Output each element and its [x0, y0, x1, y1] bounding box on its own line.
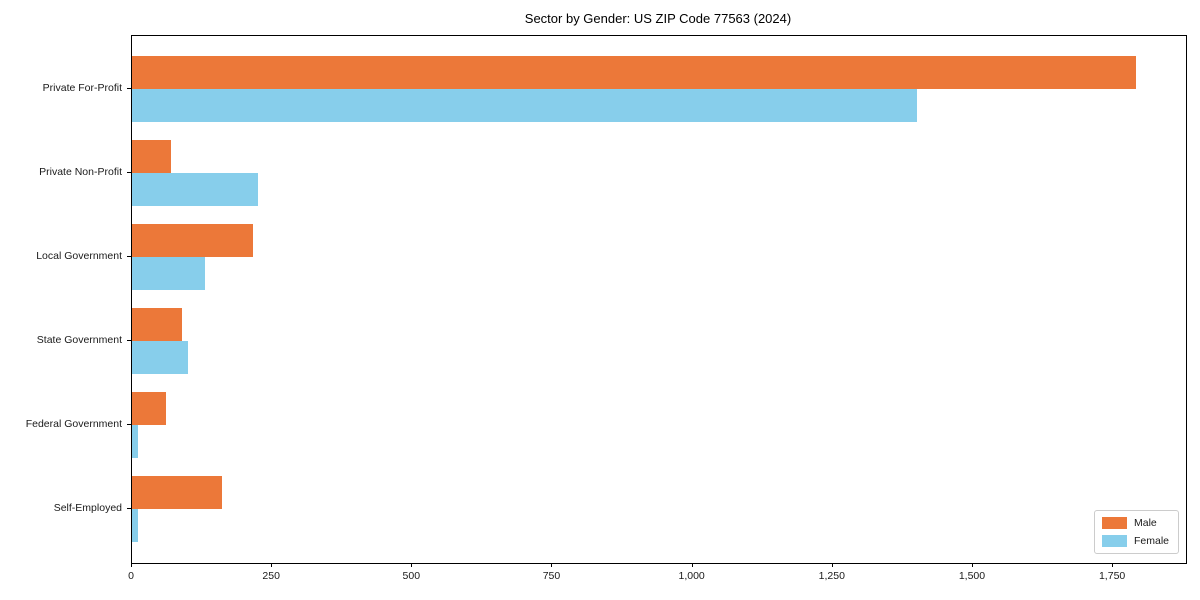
x-tick-mark	[1112, 563, 1114, 567]
y-tick-label: State Government	[36, 334, 122, 346]
legend-swatch-male	[1101, 517, 1127, 529]
y-tick-label: Self-Employed	[53, 502, 122, 514]
x-tick-label: 750	[542, 570, 561, 582]
y-tick-mark	[127, 256, 131, 257]
bar-female-local-government	[132, 257, 205, 290]
legend-item-male: Male	[1101, 517, 1169, 529]
bar-female-state-government	[132, 341, 189, 374]
x-tick-label: 1,000	[678, 570, 705, 582]
x-tick-label: 500	[402, 570, 421, 582]
x-tick-label: 1,500	[958, 570, 986, 582]
bar-male-private-for-profit	[132, 56, 1136, 89]
y-tick-label: Private Non-Profit	[39, 166, 122, 178]
bar-male-federal-government	[132, 392, 166, 425]
x-tick-mark	[131, 563, 132, 567]
legend-item-female: Female	[1101, 535, 1169, 547]
bar-male-local-government	[132, 224, 253, 257]
bar-female-private-non-profit	[132, 173, 259, 206]
x-tick-mark	[551, 563, 553, 567]
x-tick-label: 1,750	[1098, 570, 1126, 582]
bar-male-state-government	[132, 308, 183, 341]
bar-male-self-employed	[132, 476, 222, 509]
x-tick-mark	[271, 563, 273, 567]
y-tick-label: Local Government	[36, 250, 122, 262]
x-tick-mark	[971, 563, 973, 567]
x-tick-label: 1,250	[818, 570, 845, 582]
chart-title: Sector by Gender: US ZIP Code 77563 (202…	[524, 11, 792, 26]
y-tick-mark	[127, 508, 131, 509]
x-tick-label: 0	[128, 570, 134, 582]
x-tick-mark	[691, 563, 693, 567]
y-tick-label: Federal Government	[25, 418, 122, 430]
plot-area: Male Female	[131, 35, 1187, 564]
bar-female-private-for-profit	[132, 89, 917, 122]
y-tick-mark	[127, 172, 131, 173]
y-tick-mark	[127, 340, 131, 341]
y-tick-label: Private For-Profit	[42, 82, 122, 94]
legend-label-female: Female	[1133, 535, 1169, 547]
legend-swatch-female	[1101, 535, 1127, 547]
bar-male-private-non-profit	[132, 140, 172, 173]
x-tick-label: 250	[262, 570, 280, 582]
x-tick-mark	[831, 563, 833, 567]
bar-female-federal-government	[132, 425, 138, 458]
legend-label-male: Male	[1133, 517, 1157, 529]
y-tick-mark	[127, 424, 131, 425]
x-tick-mark	[411, 563, 413, 567]
legend: Male Female	[1093, 510, 1179, 554]
y-tick-mark	[127, 88, 131, 89]
bar-female-self-employed	[132, 509, 138, 542]
